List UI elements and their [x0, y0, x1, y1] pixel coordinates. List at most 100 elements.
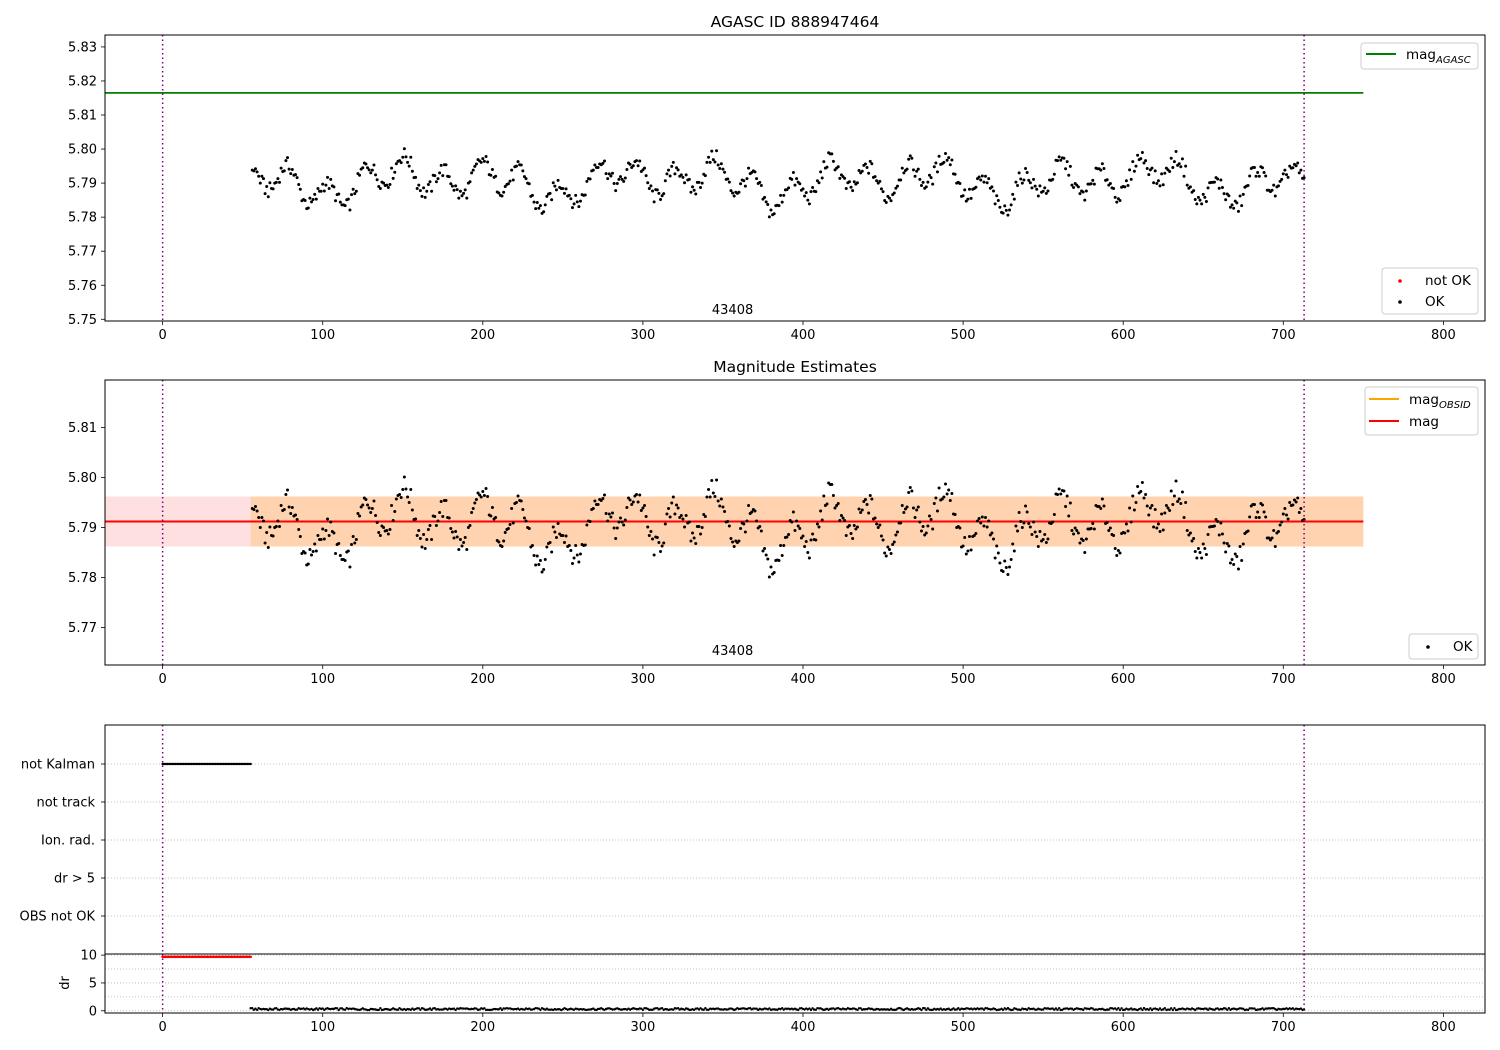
ok-point: [1179, 165, 1183, 169]
ok-point: [689, 539, 693, 543]
ok-point: [883, 551, 887, 555]
ok-point: [1056, 493, 1060, 496]
ok-point: [787, 533, 791, 536]
ok-point: [430, 538, 434, 541]
ok-point: [830, 152, 834, 156]
ok-point: [364, 162, 368, 166]
dr-xtick-label: 500: [951, 1020, 976, 1035]
ok-point: [628, 162, 632, 166]
ok-point: [462, 191, 466, 195]
ok-point: [548, 541, 552, 544]
dr-ok-point: [676, 1006, 680, 1010]
agasc-ytick-label: 5.78: [68, 211, 97, 226]
ok-point: [1084, 189, 1088, 193]
ok-point: [966, 197, 970, 201]
ok-point: [407, 501, 411, 504]
ok-point: [1185, 529, 1189, 532]
ok-point: [401, 155, 405, 159]
ok-point: [964, 199, 968, 203]
ok-point: [447, 175, 451, 179]
ok-point: [796, 524, 800, 528]
ok-point: [691, 531, 695, 535]
ok-point: [358, 514, 362, 518]
ok-point: [966, 549, 970, 553]
ok-point: [641, 506, 645, 510]
ok-point: [326, 175, 330, 179]
ok-point: [577, 560, 581, 564]
ok-point: [1169, 156, 1173, 160]
ok-point: [977, 175, 981, 179]
ok-point: [444, 163, 448, 167]
dr-ok-point: [500, 1008, 504, 1012]
ok-point: [660, 194, 664, 198]
ok-point: [575, 200, 579, 204]
ok-point: [258, 526, 262, 529]
ok-point: [867, 171, 871, 175]
ok-point: [425, 189, 429, 193]
ok-point: [662, 192, 666, 196]
ok-point: [353, 192, 357, 196]
ok-point: [1016, 183, 1020, 187]
ok-point: [332, 185, 336, 189]
ok-point: [671, 495, 675, 499]
ok-point: [710, 149, 714, 153]
ok-point: [460, 194, 464, 198]
ok-point: [849, 532, 853, 535]
ok-point: [870, 162, 874, 166]
ok-point: [892, 191, 896, 195]
ok-point: [1092, 527, 1096, 531]
magnitude-ytick-label: 5.77: [68, 621, 97, 636]
dr-ok-point: [452, 1007, 456, 1010]
ok-point: [915, 169, 919, 173]
ok-point: [1100, 497, 1104, 501]
ok-point: [996, 551, 1000, 555]
ok-point: [514, 164, 518, 168]
mag-obsid-legend-base: mag: [1409, 392, 1439, 408]
ok-point: [1014, 180, 1018, 184]
ok-point: [873, 175, 877, 179]
ok-point: [353, 541, 357, 545]
ok-point: [1046, 189, 1050, 193]
ok-point: [737, 190, 741, 194]
ok-point: [825, 502, 829, 506]
ok-point: [1196, 195, 1200, 199]
ok-point: [1032, 177, 1036, 181]
ok-point: [298, 187, 302, 191]
ok-point: [1172, 160, 1176, 164]
dr-ok-point: [396, 1008, 400, 1011]
ok-point: [1153, 508, 1157, 511]
ok-point: [908, 486, 912, 489]
ok-point: [630, 503, 634, 506]
ok-point: [1297, 511, 1301, 514]
ok-point: [1107, 529, 1111, 532]
magnitude-xtick-label: 600: [1111, 672, 1136, 687]
ok-point: [935, 170, 939, 174]
ok-point: [263, 541, 267, 545]
ok-point: [974, 185, 978, 189]
ok-point: [1294, 164, 1298, 168]
dr-ok-point: [1206, 1008, 1210, 1011]
ok-point: [1123, 531, 1127, 535]
ok-point: [758, 180, 762, 184]
ok-point: [1070, 183, 1074, 187]
ok-point: [377, 531, 381, 534]
ok-point: [294, 513, 298, 517]
dr-ok-point: [952, 1007, 955, 1010]
ok-point: [1142, 161, 1146, 165]
ok-point: [622, 179, 626, 183]
ok-point: [627, 496, 631, 500]
ok-point: [811, 532, 815, 536]
ok-point: [370, 168, 374, 172]
ok-point: [1276, 184, 1280, 188]
ok-point: [1008, 208, 1012, 212]
ok-point: [886, 545, 890, 549]
ok-point: [326, 517, 330, 521]
ok-point: [743, 184, 747, 188]
ok-point: [859, 511, 863, 514]
ok-point: [334, 199, 338, 203]
ok-point: [591, 507, 595, 510]
ok-point: [1148, 506, 1152, 510]
ok-point: [332, 531, 336, 535]
ok-point: [697, 180, 701, 184]
ok-point: [556, 178, 560, 182]
